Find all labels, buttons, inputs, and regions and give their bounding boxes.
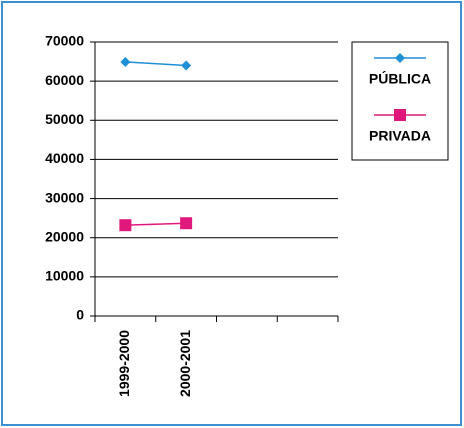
x-tick-label: 1999-2000 [116, 330, 132, 397]
x-tick-label: 2000-2001 [177, 330, 193, 397]
legend-label: PRIVADA [369, 128, 431, 144]
y-tick-label: 50000 [45, 111, 84, 127]
series-line [125, 222, 187, 226]
legend-marker [395, 53, 405, 63]
y-tick-label: 70000 [45, 33, 84, 49]
y-tick-label: 60000 [45, 72, 84, 88]
data-point [119, 219, 132, 232]
legend-label: PÚBLICA [369, 70, 431, 87]
data-point [180, 217, 193, 230]
y-tick-label: 10000 [45, 268, 84, 284]
y-tick-label: 30000 [45, 189, 84, 205]
data-point [181, 60, 192, 71]
y-tick-label: 40000 [45, 150, 84, 166]
y-tick-label: 0 [76, 307, 84, 323]
series-line [125, 61, 187, 67]
y-tick-label: 20000 [45, 228, 84, 244]
data-point [120, 56, 131, 67]
legend-marker [394, 109, 406, 121]
